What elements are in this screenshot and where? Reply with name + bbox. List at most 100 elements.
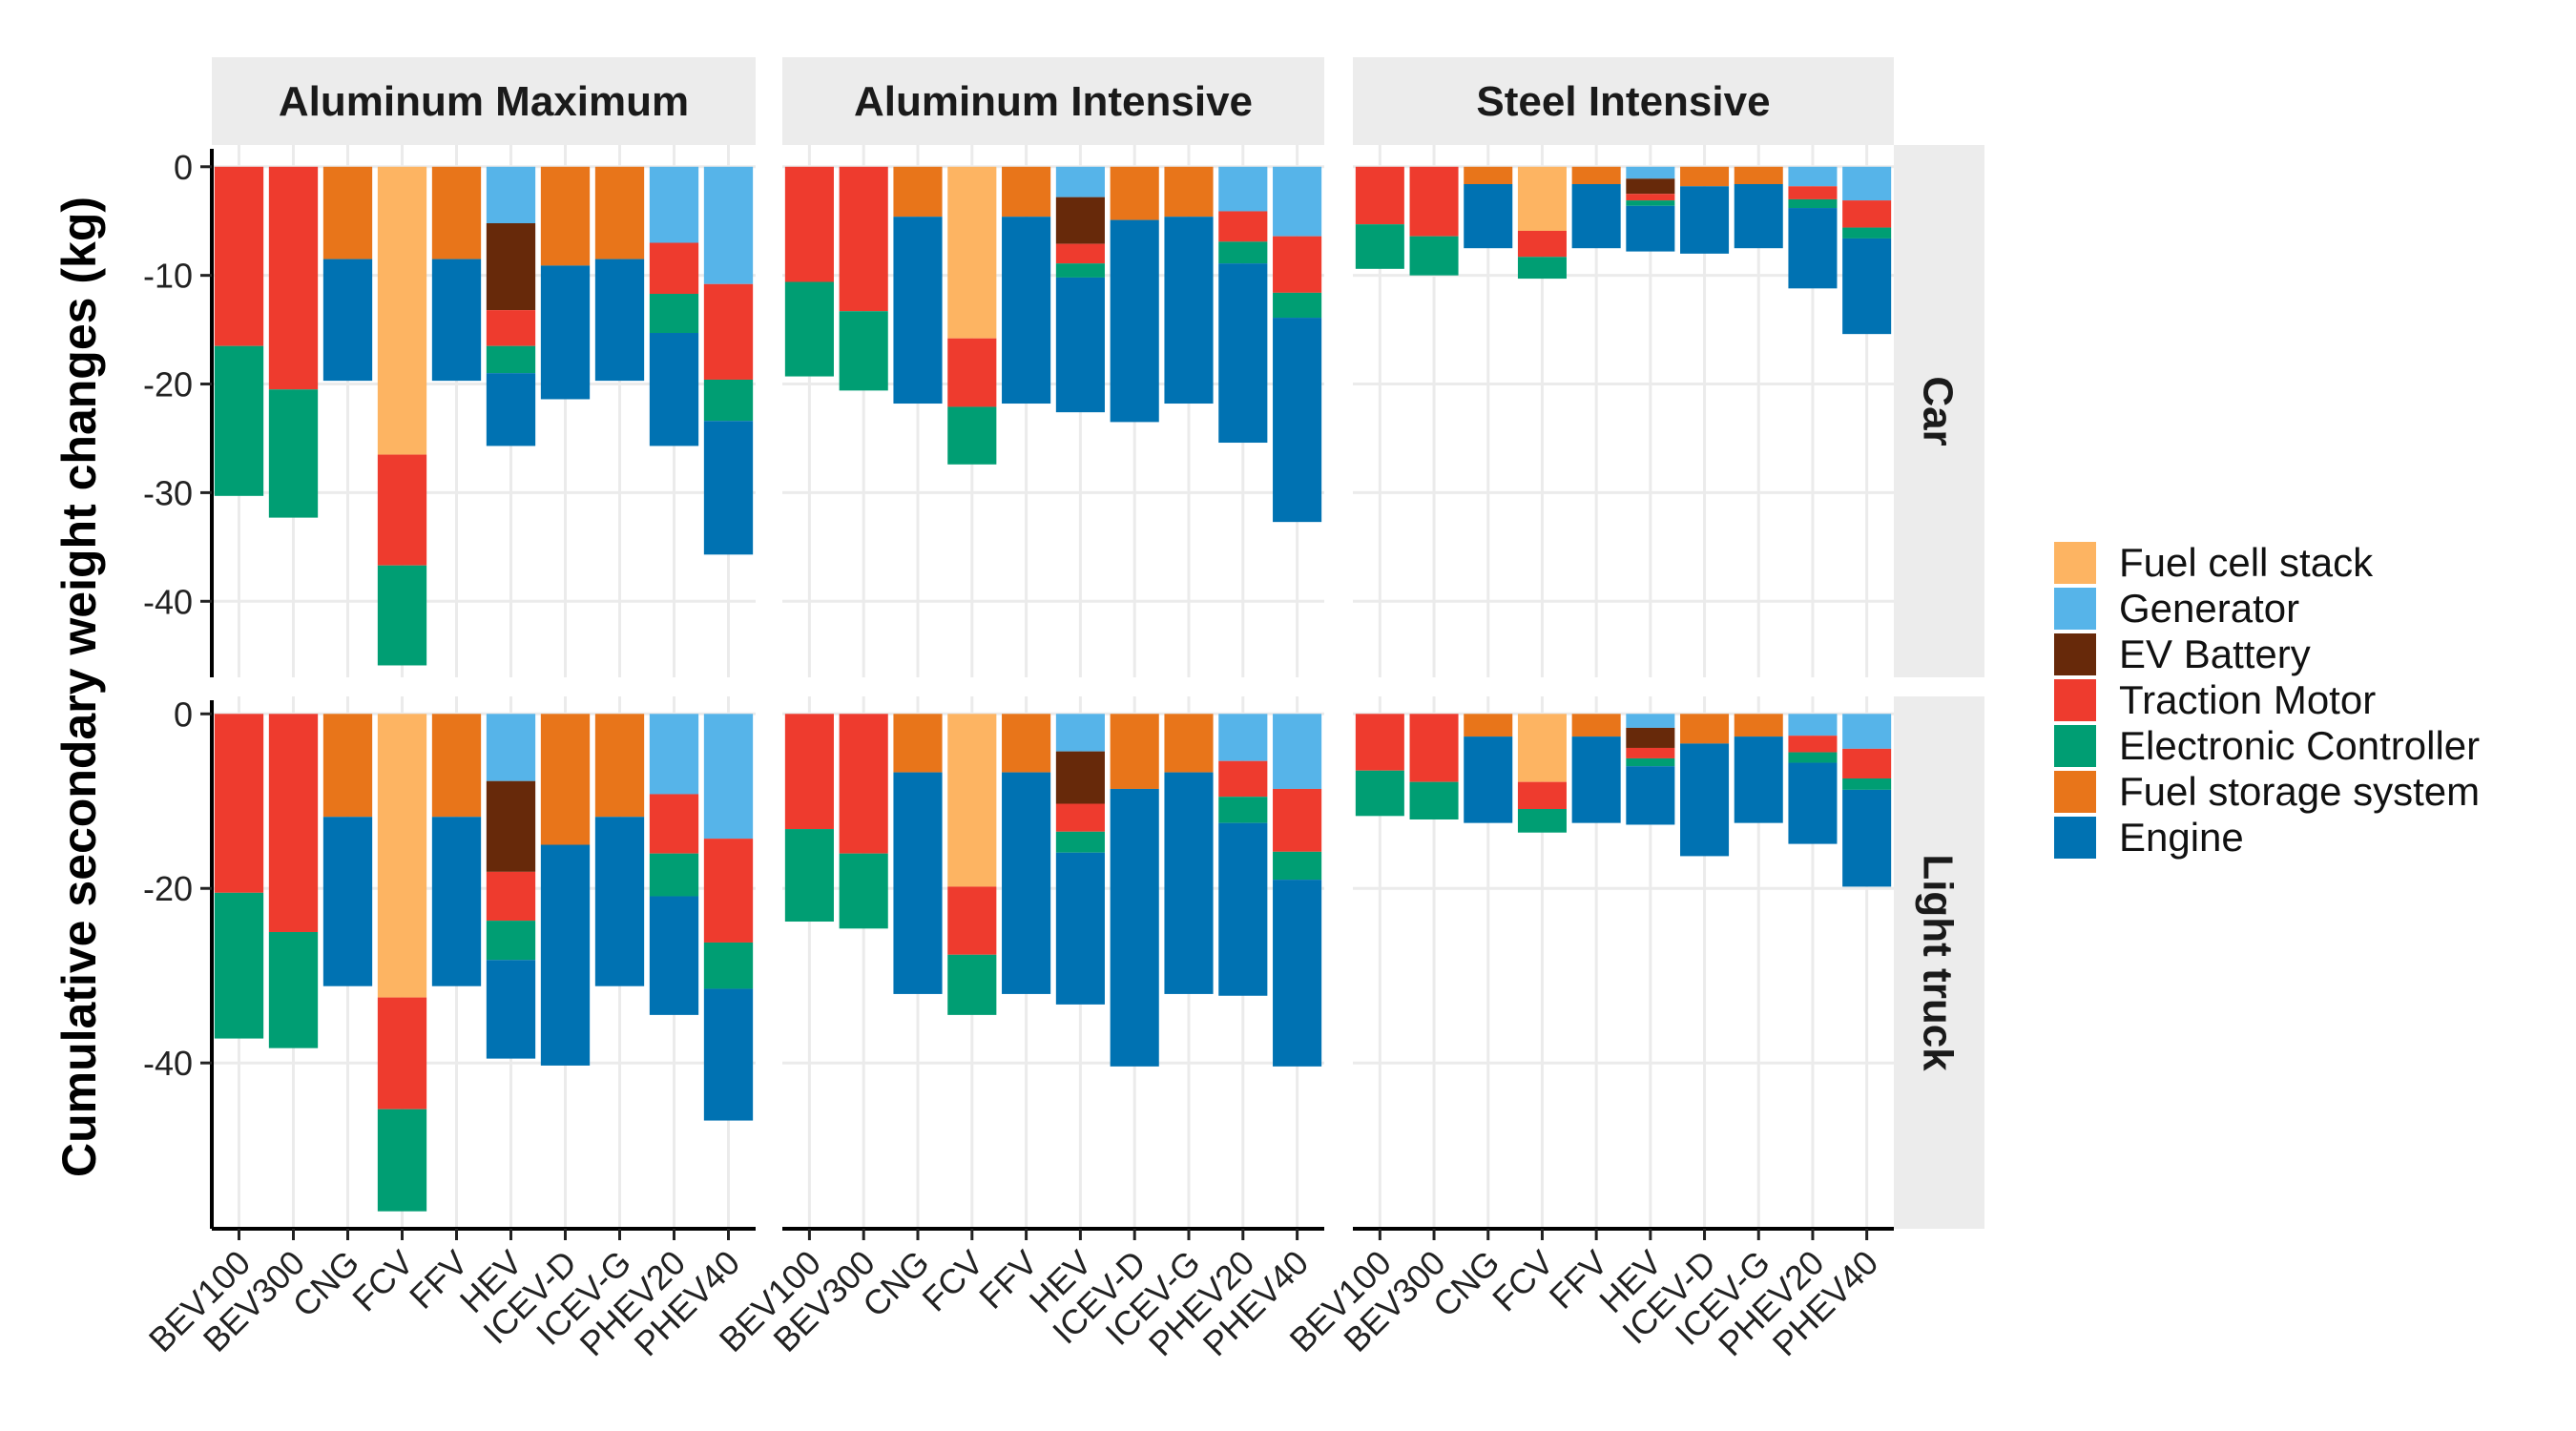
bar-car-aluminum-intensive-hev-traction-motor xyxy=(1055,243,1105,264)
bar-car-aluminum-intensive-phev40-traction-motor xyxy=(1273,236,1322,293)
bar-light-truck-aluminum-maximum-cng-engine xyxy=(322,817,373,986)
bar-light-truck-aluminum-intensive-hev-electronic-controller xyxy=(1055,831,1105,853)
bar-car-steel-intensive-ffv-fuel-storage-system xyxy=(1571,166,1621,184)
bar-light-truck-aluminum-maximum-bev300-electronic-controller xyxy=(268,931,319,1048)
bar-car-steel-intensive-cng-engine xyxy=(1464,183,1513,249)
bar-car-aluminum-maximum-phev20-engine xyxy=(649,333,699,446)
bar-car-aluminum-maximum-phev40-engine xyxy=(703,421,754,555)
bar-light-truck-steel-intensive-phev20-generator xyxy=(1788,714,1838,736)
bar-light-truck-steel-intensive-hev-traction-motor xyxy=(1626,747,1675,758)
bar-light-truck-aluminum-intensive-hev-engine xyxy=(1055,852,1105,1005)
bar-light-truck-steel-intensive-phev20-electronic-controller xyxy=(1788,752,1838,763)
bar-car-aluminum-intensive-phev20-traction-motor xyxy=(1218,211,1268,242)
bar-car-aluminum-intensive-phev40-engine xyxy=(1273,318,1322,523)
bar-car-steel-intensive-phev20-engine xyxy=(1788,208,1838,289)
bar-light-truck-aluminum-intensive-bev100-electronic-controller xyxy=(784,829,834,923)
bar-light-truck-aluminum-maximum-hev-traction-motor xyxy=(486,871,536,922)
bar-light-truck-aluminum-intensive-phev40-electronic-controller xyxy=(1273,851,1322,881)
bar-light-truck-aluminum-maximum-phev20-generator xyxy=(649,714,699,795)
bar-light-truck-steel-intensive-bev300-electronic-controller xyxy=(1409,781,1459,819)
bar-car-aluminum-maximum-ffv-fuel-storage-system xyxy=(431,166,482,259)
bar-car-steel-intensive-phev20-electronic-controller xyxy=(1788,198,1838,209)
bar-car-aluminum-maximum-phev20-generator xyxy=(649,166,699,243)
bar-light-truck-steel-intensive-hev-electronic-controller xyxy=(1626,757,1675,767)
bar-light-truck-aluminum-maximum-hev-electronic-controller xyxy=(486,921,536,961)
bar-light-truck-steel-intensive-hev-generator xyxy=(1626,714,1675,728)
bar-car-aluminum-intensive-hev-engine xyxy=(1055,277,1105,413)
bar-light-truck-steel-intensive-icev-d-engine xyxy=(1680,743,1730,857)
bar-car-aluminum-maximum-icev-d-fuel-storage-system xyxy=(540,166,591,266)
bar-light-truck-aluminum-intensive-phev40-traction-motor xyxy=(1273,788,1322,852)
bar-car-steel-intensive-hev-electronic-controller xyxy=(1626,200,1675,206)
bar-light-truck-steel-intensive-phev20-traction-motor xyxy=(1788,736,1838,753)
bar-car-aluminum-intensive-icev-g-engine xyxy=(1164,217,1214,404)
bar-light-truck-aluminum-intensive-phev20-generator xyxy=(1218,714,1268,761)
bar-light-truck-aluminum-intensive-phev40-generator xyxy=(1273,714,1322,789)
strip-label-aluminum-maximum: Aluminum Maximum xyxy=(279,78,689,125)
bar-car-steel-intensive-fcv-electronic-controller xyxy=(1517,257,1567,280)
bar-car-aluminum-intensive-cng-engine xyxy=(893,217,943,404)
legend-label-engine: Engine xyxy=(2119,815,2244,860)
bar-light-truck-steel-intensive-fcv-traction-motor xyxy=(1517,781,1567,810)
bar-light-truck-aluminum-intensive-icev-d-fuel-storage-system xyxy=(1110,714,1159,789)
bar-light-truck-aluminum-maximum-ffv-fuel-storage-system xyxy=(431,714,482,818)
bar-car-aluminum-maximum-fcv-traction-motor xyxy=(377,454,427,566)
bar-car-steel-intensive-bev100-traction-motor xyxy=(1355,166,1404,225)
bar-car-steel-intensive-phev40-traction-motor xyxy=(1842,200,1892,228)
bar-light-truck-steel-intensive-icev-d-fuel-storage-system xyxy=(1680,714,1730,744)
bar-light-truck-aluminum-maximum-icev-d-engine xyxy=(540,844,591,1066)
y-tick-label: -40 xyxy=(143,582,193,621)
bar-car-steel-intensive-hev-generator xyxy=(1626,166,1675,179)
bar-car-steel-intensive-hev-traction-motor xyxy=(1626,194,1675,201)
bar-light-truck-aluminum-maximum-bev100-electronic-controller xyxy=(214,892,264,1039)
bar-light-truck-steel-intensive-ffv-engine xyxy=(1571,736,1621,823)
bar-light-truck-aluminum-intensive-bev100-traction-motor xyxy=(784,714,834,830)
bar-car-steel-intensive-cng-fuel-storage-system xyxy=(1464,166,1513,184)
bar-car-aluminum-maximum-hev-traction-motor xyxy=(486,310,536,346)
bar-light-truck-steel-intensive-bev100-electronic-controller xyxy=(1355,770,1404,817)
bar-car-steel-intensive-icev-g-engine xyxy=(1734,183,1783,249)
bar-light-truck-aluminum-intensive-cng-fuel-storage-system xyxy=(893,714,943,773)
bar-car-aluminum-maximum-cng-engine xyxy=(322,259,373,382)
bar-light-truck-steel-intensive-hev-engine xyxy=(1626,766,1675,825)
bar-car-aluminum-maximum-fcv-electronic-controller xyxy=(377,565,427,666)
bar-car-aluminum-maximum-icev-g-engine xyxy=(594,259,645,382)
bar-car-steel-intensive-icev-g-fuel-storage-system xyxy=(1734,166,1783,184)
bar-car-steel-intensive-phev40-generator xyxy=(1842,166,1892,201)
bar-light-truck-aluminum-intensive-fcv-fuel-cell-stack xyxy=(947,714,997,887)
bar-car-aluminum-maximum-hev-generator xyxy=(486,166,536,223)
bar-light-truck-aluminum-intensive-phev20-traction-motor xyxy=(1218,760,1268,798)
bar-car-aluminum-maximum-bev300-electronic-controller xyxy=(268,389,319,518)
strip-label-car: Car xyxy=(1915,376,1962,446)
bar-light-truck-aluminum-intensive-icev-d-engine xyxy=(1110,788,1159,1067)
bar-car-aluminum-intensive-hev-electronic-controller xyxy=(1055,263,1105,278)
bar-car-aluminum-intensive-phev20-electronic-controller xyxy=(1218,241,1268,264)
bar-car-aluminum-intensive-fcv-traction-motor xyxy=(947,338,997,407)
strip-label-steel-intensive: Steel Intensive xyxy=(1476,78,1770,125)
bar-light-truck-aluminum-maximum-cng-fuel-storage-system xyxy=(322,714,373,818)
bar-light-truck-aluminum-maximum-icev-d-fuel-storage-system xyxy=(540,714,591,845)
bar-car-aluminum-maximum-hev-electronic-controller xyxy=(486,345,536,374)
strip-steel-intensive xyxy=(1353,57,1894,145)
bar-car-steel-intensive-icev-d-engine xyxy=(1680,186,1730,254)
bar-car-aluminum-maximum-phev40-traction-motor xyxy=(703,283,754,380)
strip-car xyxy=(1894,145,1984,677)
bar-car-aluminum-intensive-ffv-engine xyxy=(1002,217,1051,404)
bar-car-aluminum-maximum-bev100-traction-motor xyxy=(214,166,264,346)
bar-light-truck-aluminum-intensive-ffv-fuel-storage-system xyxy=(1002,714,1051,773)
legend-key-fuel-storage-system xyxy=(2054,771,2096,813)
bar-car-aluminum-maximum-hev-engine xyxy=(486,373,536,446)
bar-car-aluminum-intensive-bev100-electronic-controller xyxy=(784,281,834,377)
bar-car-steel-intensive-phev20-generator xyxy=(1788,166,1838,187)
bar-car-aluminum-intensive-bev300-electronic-controller xyxy=(839,311,888,391)
y-tick-label: -40 xyxy=(143,1044,193,1083)
bar-car-aluminum-maximum-phev40-generator xyxy=(703,166,754,284)
bar-light-truck-aluminum-maximum-bev100-traction-motor xyxy=(214,714,264,893)
strip-label-aluminum-intensive: Aluminum Intensive xyxy=(854,78,1253,125)
bar-light-truck-aluminum-intensive-phev20-engine xyxy=(1218,822,1268,996)
bar-car-steel-intensive-hev-ev-battery xyxy=(1626,178,1675,195)
legend-label-traction-motor: Traction Motor xyxy=(2119,677,2376,722)
legend-label-fuel-storage-system: Fuel storage system xyxy=(2119,769,2480,814)
bar-car-aluminum-intensive-hev-generator xyxy=(1055,166,1105,197)
